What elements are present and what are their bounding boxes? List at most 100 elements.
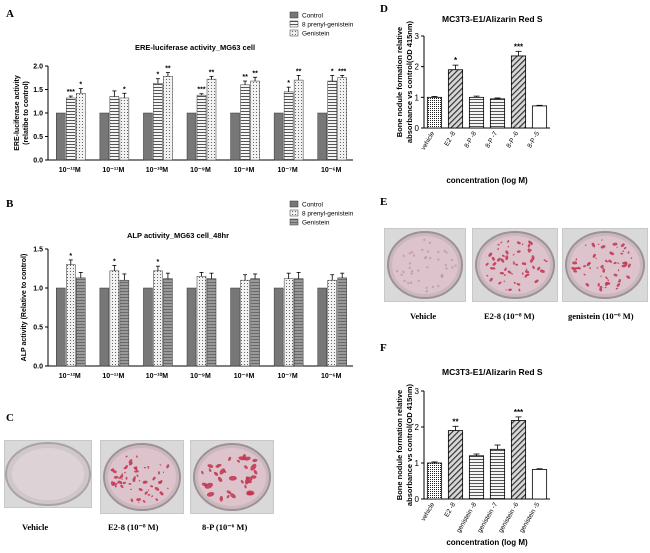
bar — [66, 97, 76, 161]
panel-label-f: F — [380, 342, 387, 354]
y-tick-label: 3 — [415, 387, 420, 396]
bar — [273, 287, 284, 367]
legend-label: 8 prenyl-genistein — [302, 22, 354, 29]
y-axis-label: absorbance vs control(OD 415nm) — [405, 383, 414, 506]
dish-photo-e-vehicle — [384, 228, 466, 302]
bar — [531, 105, 548, 129]
bar — [206, 278, 217, 367]
y-tick-label: 1.5 — [33, 87, 43, 94]
bar — [447, 69, 464, 129]
x-tick-label: genistein -5 — [518, 501, 541, 534]
panel-label-e: E — [380, 196, 388, 208]
dish-label-e-vehicle: Vehicle — [410, 311, 437, 321]
bar — [293, 278, 304, 367]
bar — [250, 278, 260, 367]
y-axis-label: (relatibe to control) — [23, 81, 30, 145]
bar — [119, 97, 130, 161]
bar — [426, 96, 443, 129]
bar — [66, 264, 76, 367]
legend-swatch — [289, 20, 299, 28]
bar — [510, 55, 527, 129]
bar — [56, 287, 66, 367]
x-tick-label: vehicle — [420, 501, 436, 522]
significance-label: * — [69, 253, 72, 260]
dish-photo-e-e2 — [472, 228, 558, 302]
significance-label: ** — [452, 417, 459, 426]
dish-label-e-genistein: genistein (10⁻⁶ M) — [568, 311, 634, 321]
chart-mc3t3-genistein: 0 1 2 3 MC3T3-E1/Alizarin Red S Bone nodule f… — [395, 367, 550, 547]
bar — [153, 83, 163, 161]
x-tick-label: 10⁻⁶M — [321, 167, 342, 174]
legend-label: Genistein — [302, 220, 330, 227]
bar — [196, 94, 207, 161]
x-tick-label: E2 -8 — [443, 501, 457, 518]
x-tick-label: 10⁻¹¹M — [102, 167, 124, 174]
bar — [447, 430, 464, 500]
y-tick-label: 0.5 — [33, 325, 43, 332]
y-axis-label: Bone nodule formation relative — [395, 27, 404, 137]
x-tick-label: 10⁻⁹M — [190, 373, 211, 380]
bar — [143, 287, 153, 367]
x-tick-label: 10⁻¹²M — [59, 373, 81, 380]
y-tick-label: 1.0 — [33, 286, 43, 293]
y-tick-label: 0.0 — [33, 158, 43, 165]
bar — [426, 462, 443, 500]
chart-title: MC3T3-E1/Alizarin Red S — [442, 367, 543, 377]
x-tick-label: 10⁻⁹M — [190, 167, 211, 174]
significance-label: *** — [514, 42, 524, 51]
bar — [337, 77, 347, 161]
bar — [143, 112, 153, 161]
significance-label: *** — [67, 89, 75, 96]
y-axis-label: absorbance vs control(OD 415nm) — [405, 20, 414, 143]
bar — [317, 112, 327, 161]
x-tick-label: 10⁻¹⁰M — [146, 372, 169, 380]
significance-label: * — [79, 82, 82, 89]
y-tick-label: 0.5 — [33, 134, 43, 141]
y-tick-label: 0 — [415, 495, 420, 504]
bar — [317, 287, 327, 367]
legend-label: Control — [302, 13, 324, 20]
bar — [186, 287, 197, 367]
bar — [468, 455, 485, 500]
bar — [206, 78, 217, 161]
bar — [76, 93, 86, 161]
bar — [531, 469, 548, 500]
x-tick-label: genistein -7 — [476, 501, 499, 534]
x-tick-label: 10⁻¹⁰M — [146, 166, 169, 174]
bar — [468, 96, 485, 129]
bar — [293, 79, 304, 161]
y-tick-label: 2.0 — [33, 64, 43, 71]
bar — [196, 276, 207, 367]
bar — [230, 287, 240, 367]
bar — [99, 112, 110, 161]
x-axis-label: concentration (log M) — [446, 538, 528, 547]
y-axis-label: ERE-luciferase activity — [14, 75, 21, 151]
legend-swatch — [289, 200, 299, 208]
bar — [240, 84, 250, 161]
bar — [153, 270, 163, 367]
y-tick-label: 2 — [415, 423, 420, 432]
bar — [99, 287, 110, 367]
x-tick-label: 10⁻¹²M — [59, 167, 81, 174]
bar — [327, 279, 337, 367]
significance-label: ** — [165, 66, 171, 73]
bar — [186, 112, 197, 161]
dish-label-c-e2: E2-8 (10⁻⁸ M) — [108, 522, 159, 532]
x-tick-label: 8-P -8 — [463, 130, 478, 149]
significance-label: * — [157, 259, 160, 266]
bar — [240, 279, 250, 367]
bar — [273, 112, 284, 161]
significance-label: * — [113, 258, 116, 265]
significance-label: ** — [296, 68, 302, 75]
legend-label: Control — [302, 202, 324, 209]
dish-label-e-e2: E2-8 (10⁻⁸ M) — [484, 311, 535, 321]
x-tick-label: 10⁻⁷M — [278, 373, 298, 380]
x-tick-label: 10⁻¹¹M — [102, 373, 124, 380]
y-tick-label: 1 — [415, 459, 420, 468]
dish-photo-c-8p — [190, 440, 274, 514]
bar — [119, 279, 130, 367]
chart-title: ERE-luciferase activity_MG63 cell — [135, 43, 255, 52]
bar — [489, 448, 506, 500]
chart-ere-luciferase: 0.0 0.5 1.0 1.5 2.0 ERE-luciferase activity_M… — [14, 11, 354, 174]
dish-label-c-8p: 8-P (10⁻⁶ M) — [202, 522, 248, 532]
